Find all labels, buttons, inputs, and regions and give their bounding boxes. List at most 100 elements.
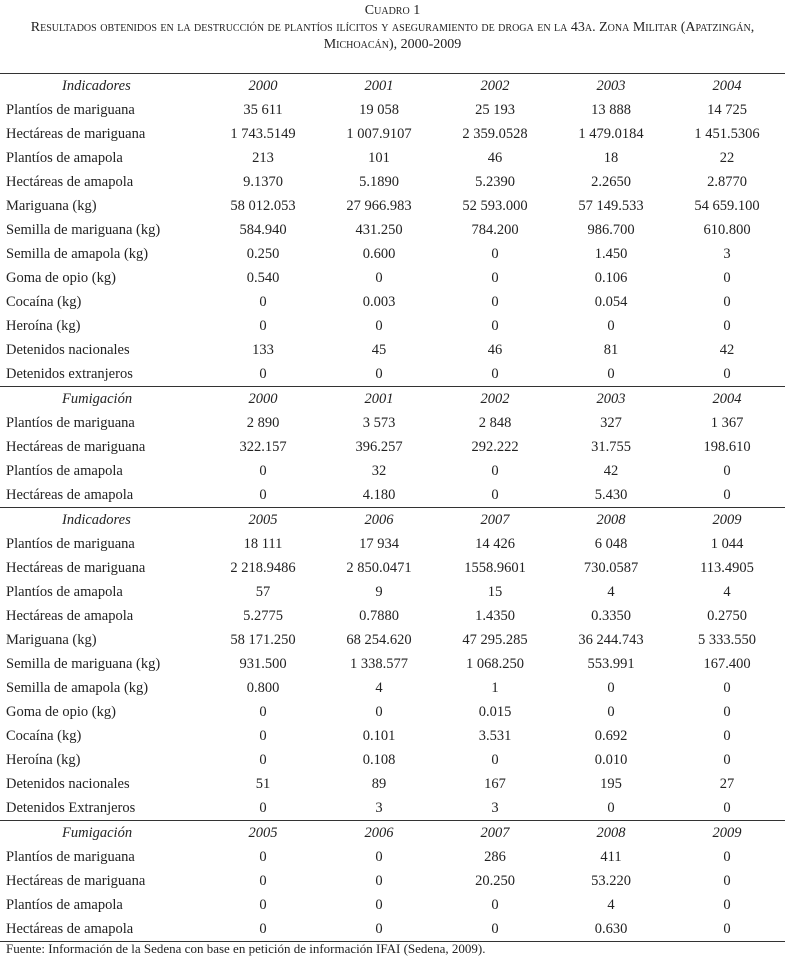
data-row: Semilla de mariguana (kg) 584.940 431.250 7… [0,218,785,242]
cell: 4 [375,679,383,696]
cell: 101 [368,149,390,166]
header-row: Indicadores 2005 2006 2007 2008 2009 [0,507,785,532]
cell: 4 [723,583,731,600]
cell: 68 254.620 [346,631,412,648]
cell: 0 [375,848,383,865]
column-header: 2002 [437,386,553,411]
cell: 1 451.5306 [694,125,760,142]
cell: 1 [491,679,499,696]
row-label: Hectáreas de mariguana [6,125,146,142]
cell: 195 [600,775,622,792]
data-row: Detenidos nacionales 133 45 46 81 42 [0,338,785,362]
data-row: Goma de opio (kg) 0.540 0 0 0.106 0 [0,266,785,290]
cell: 0 [491,896,499,913]
cell: 2 848 [478,414,512,431]
cell: 784.200 [471,221,519,238]
section-header: Indicadores [0,507,205,532]
cell: 0 [723,848,731,865]
row-label: Semilla de amapola (kg) [6,245,149,262]
data-row: Cocaína (kg) 0 0.101 3.531 0.692 0 [0,724,785,748]
cell: 0 [723,365,731,382]
header-row: Fumigación 2000 2001 2002 2003 2004 [0,386,785,411]
cell: 1.4350 [475,607,515,624]
data-row: Detenidos nacionales 51 89 167 195 27 [0,772,785,796]
cell: 47 295.285 [462,631,528,648]
data-row: Hectáreas de mariguana 1 743.5149 1 007.91… [0,122,785,146]
cell: 0 [259,317,267,334]
cell: 0 [259,896,267,913]
cell: 46 [487,341,503,358]
cell: 89 [371,775,387,792]
cell: 45 [371,341,387,358]
data-row: Plantíos de amapola 213 101 46 18 22 [0,146,785,170]
cell: 0.015 [478,703,512,720]
cell: 0 [375,896,383,913]
data-row: Hectáreas de amapola 0 4.180 0 5.430 0 [0,483,785,508]
cell: 0 [375,872,383,889]
cell: 213 [252,149,274,166]
cell: 0 [491,462,499,479]
cell: 0 [259,872,267,889]
cell: 2 890 [246,414,280,431]
cell: 58 171.250 [230,631,296,648]
cell: 32 [371,462,387,479]
data-row: Hectáreas de amapola 9.1370 5.1890 5.2390 2.… [0,170,785,194]
column-header: 2002 [437,73,553,98]
cell: 292.222 [471,438,519,455]
cell: 0 [491,245,499,262]
row-label: Detenidos nacionales [6,341,130,358]
cell: 31.755 [591,438,631,455]
cell: 0.2750 [707,607,747,624]
column-header: 2009 [669,507,785,532]
section-header: Indicadores [0,73,205,98]
data-row: Goma de opio (kg) 0 0 0.015 0 0 [0,700,785,724]
data-row: Plantíos de mariguana 0 0 286 411 0 [0,845,785,869]
cell: 0 [491,269,499,286]
row-label: Plantíos de amapola [6,583,123,600]
table-body: Indicadores 2000 2001 2002 2003 2004 Plantíos … [0,73,785,942]
cell: 54 659.100 [694,197,760,214]
cell: 20.250 [475,872,515,889]
data-row: Mariguana (kg) 58 171.250 68 254.620 47 295… [0,628,785,652]
cell: 0 [723,703,731,720]
data-row: Plantíos de amapola 57 9 15 4 4 [0,580,785,604]
cell: 0 [375,365,383,382]
cell: 3 [723,245,731,262]
row-label: Semilla de amapola (kg) [6,679,149,696]
caption-label: Cuadro 1 [364,3,421,18]
cell: 133 [252,341,274,358]
row-label: Plantíos de amapola [6,149,123,166]
cell: 1 479.0184 [578,125,644,142]
cell: 0.054 [594,293,628,310]
cell: 22 [719,149,735,166]
data-row: Hectáreas de mariguana 0 0 20.250 53.220 0 [0,869,785,893]
cell: 1 007.9107 [346,125,412,142]
cell: 167.400 [703,655,751,672]
column-header: 2005 [205,507,321,532]
cell: 584.940 [239,221,287,238]
cell: 286 [484,848,506,865]
row-label: Hectáreas de amapola [6,486,134,503]
cell: 57 149.533 [578,197,644,214]
cell: 0.7880 [359,607,399,624]
cell: 2 218.9486 [230,559,296,576]
data-row: Hectáreas de mariguana 322.157 396.257 292.… [0,435,785,459]
row-label: Mariguana (kg) [6,631,97,648]
cell: 0 [205,917,321,942]
data-row: Semilla de amapola (kg) 0.250 0.600 0 1.450 3 [0,242,785,266]
cell: 5 333.550 [698,631,756,648]
cell: 0.540 [246,269,280,286]
cell: 1 338.577 [350,655,408,672]
cell: 2 850.0471 [346,559,412,576]
cell: 3 573 [362,414,396,431]
data-row: Plantíos de mariguana 35 611 19 058 25 193 1… [0,98,785,122]
cell: 0 [259,365,267,382]
data-table: Indicadores 2000 2001 2002 2003 2004 Plantíos … [0,73,785,942]
cell: 327 [600,414,622,431]
cell: 35 611 [243,101,283,118]
cell: 5.1890 [359,173,399,190]
data-row: Mariguana (kg) 58 012.053 27 966.983 52 593… [0,194,785,218]
cell: 0 [607,703,615,720]
cell: 0 [259,848,267,865]
column-header: 2007 [437,820,553,845]
